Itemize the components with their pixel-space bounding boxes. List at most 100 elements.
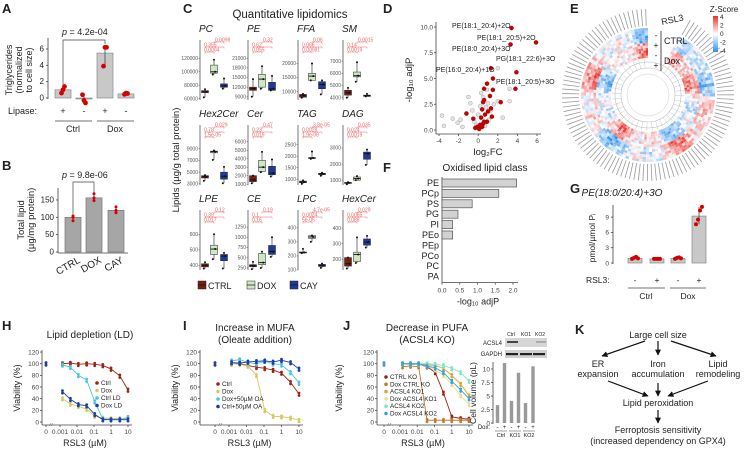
heatmap-cell xyxy=(687,91,690,94)
heatmap-cell xyxy=(642,38,646,41)
heatmap-cell xyxy=(616,39,621,44)
heatmap-cell xyxy=(617,118,621,122)
heatmap-cell xyxy=(601,51,606,56)
dendrogram-branch xyxy=(673,84,683,88)
heatmap-cell xyxy=(624,130,628,134)
heatmap-cell xyxy=(696,122,701,127)
heatmap-cell xyxy=(663,146,667,150)
heatmap-cell xyxy=(712,96,715,101)
heatmap-cell xyxy=(689,96,693,99)
significance-bracket xyxy=(252,221,263,224)
heatmap-cell xyxy=(617,121,621,126)
heatmap-cell xyxy=(648,144,652,147)
heatmap-cell xyxy=(581,81,585,86)
heatmap-cell xyxy=(601,121,605,126)
data-point xyxy=(467,402,471,405)
heatmap-cell xyxy=(707,69,712,74)
y-tick-label: 6000 xyxy=(330,71,341,77)
heatmap-cell xyxy=(683,127,688,131)
heatmap-cell xyxy=(646,134,649,137)
heatmap-cell xyxy=(642,40,646,44)
heatmap-cell xyxy=(634,137,638,141)
heatmap-cell xyxy=(596,84,600,88)
heatmap-cell xyxy=(658,129,661,133)
heatmap-cell xyxy=(685,57,690,61)
heatmap-cell xyxy=(611,49,616,53)
heatmap-cell xyxy=(685,132,690,137)
p-value-label: 0.12 xyxy=(215,207,225,213)
heatmap-cell xyxy=(623,56,627,60)
heatmap-cell xyxy=(581,85,585,89)
heatmap-cell xyxy=(615,49,620,54)
data-point xyxy=(80,92,85,98)
heatmap-cell xyxy=(586,72,590,77)
heatmap-cell xyxy=(605,62,610,67)
heatmap-cell xyxy=(631,147,635,151)
data-point xyxy=(467,381,471,385)
heatmap-cell xyxy=(597,120,602,125)
heatmap-cell xyxy=(621,57,626,62)
data-point xyxy=(450,375,454,379)
heatmap-cell xyxy=(691,103,695,106)
dendrogram-branch xyxy=(623,68,630,76)
heatmap-cell xyxy=(586,89,589,93)
y-tick-label: 40 xyxy=(190,396,198,403)
heatmap-cell xyxy=(675,151,680,156)
heatmap-cell xyxy=(655,138,659,142)
heatmap-cell xyxy=(646,131,649,135)
heatmap-cell xyxy=(694,98,698,102)
x-tick-label: 0 xyxy=(44,429,48,436)
y-tick-label: 0 xyxy=(193,419,197,426)
data-point xyxy=(354,262,357,265)
heatmap-cell xyxy=(689,53,693,58)
heatmap-cell xyxy=(702,63,707,69)
heatmap-cell xyxy=(656,140,660,144)
data-point xyxy=(76,402,80,405)
heatmap-cell xyxy=(675,125,679,129)
y-tick-label: 4000 xyxy=(330,95,341,101)
data-point-significant xyxy=(479,107,485,112)
heatmap-cell xyxy=(645,40,648,44)
data-point xyxy=(357,253,360,256)
heatmap-cell xyxy=(692,119,696,124)
heatmap-cell xyxy=(701,102,705,106)
heatmap-cell xyxy=(640,45,644,49)
data-point xyxy=(76,372,80,376)
row-label-mark xyxy=(579,42,594,54)
data-point xyxy=(214,248,217,251)
heatmap-cell xyxy=(655,153,659,157)
heatmap-cell xyxy=(675,60,679,65)
heatmap-cell xyxy=(620,55,624,60)
heatmap-cell xyxy=(602,66,607,71)
heatmap-cell xyxy=(586,104,590,109)
heatmap-cell xyxy=(608,38,613,43)
data-point xyxy=(271,158,273,161)
heatmap-cell xyxy=(644,35,648,39)
data-point xyxy=(433,417,437,421)
heatmap-cell xyxy=(620,40,625,45)
heatmap-cell xyxy=(673,44,678,49)
heatmap-cell xyxy=(649,156,653,160)
data-point xyxy=(442,372,445,376)
heatmap-cell xyxy=(689,124,693,129)
data-point xyxy=(450,414,454,418)
data-point xyxy=(450,368,454,372)
heatmap-cell xyxy=(659,134,663,138)
heatmap-cell xyxy=(641,141,644,145)
heatmap-cell xyxy=(652,154,656,157)
box-cay xyxy=(363,151,371,160)
heatmap-cell xyxy=(677,44,682,48)
heatmap-cell xyxy=(709,96,713,100)
heatmap-cell xyxy=(604,68,609,72)
heatmap-cell xyxy=(679,120,684,124)
dendrogram-branch xyxy=(674,99,684,102)
heatmap-cell xyxy=(691,60,695,64)
heatmap-cell xyxy=(640,28,645,31)
data-point-significant xyxy=(508,42,513,47)
legend-label: Ctrl LD xyxy=(101,395,121,402)
dendrogram-branch xyxy=(669,111,677,118)
data-point xyxy=(250,95,253,98)
heatmap-cell xyxy=(681,43,686,48)
